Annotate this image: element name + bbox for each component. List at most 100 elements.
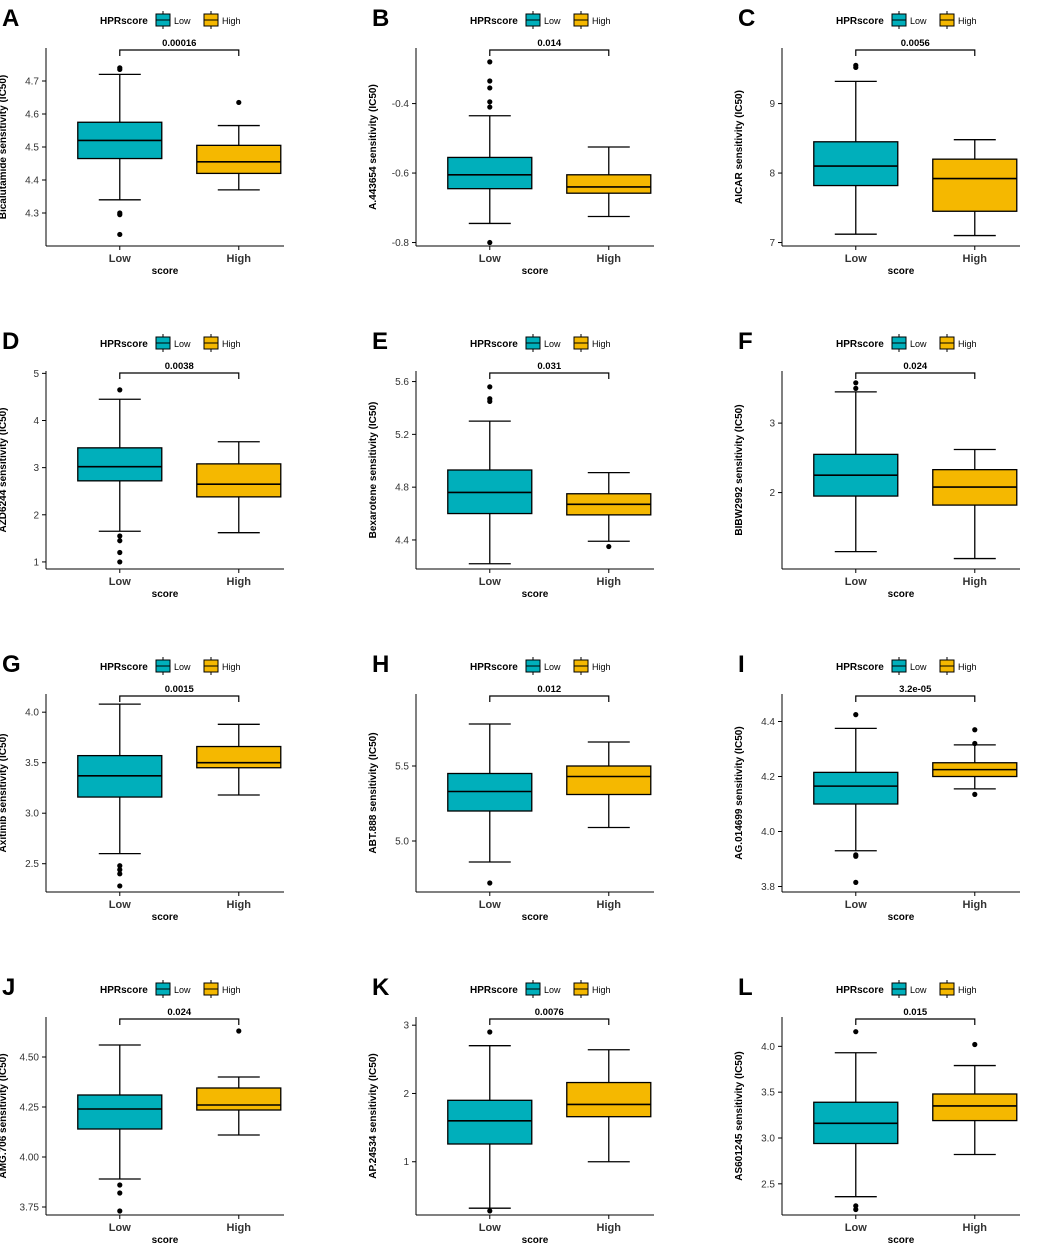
box-high <box>932 1041 1018 1156</box>
legend-title: HPRscore <box>100 339 148 350</box>
legend-label-high: High <box>592 985 611 995</box>
y-tick-label: 5.0 <box>395 837 409 848</box>
outlier-point <box>487 85 493 91</box>
x-tick-label-low: Low <box>845 1222 867 1234</box>
legend-label-low: Low <box>174 339 191 349</box>
y-tick-label: 2.5 <box>761 1179 775 1190</box>
outlier-point <box>117 66 123 73</box>
y-tick-label: 3.5 <box>761 1088 775 1099</box>
y-tick-label: 9 <box>769 99 775 110</box>
legend-label-high: High <box>592 16 611 26</box>
outlier-point <box>853 1203 859 1209</box>
outlier-point <box>117 871 123 877</box>
iqr-box <box>566 174 652 194</box>
box-high <box>566 146 652 218</box>
significance-bracket <box>855 372 976 379</box>
box-low <box>447 59 533 246</box>
x-axis-label: score <box>522 266 549 277</box>
outlier-point <box>853 879 859 885</box>
legend-label-low: Low <box>910 339 927 349</box>
y-tick-label: 2 <box>769 488 775 499</box>
legend: HPRscore Low High <box>100 11 241 29</box>
iqr-box <box>813 141 899 187</box>
panel-a: A HPRscore Low High 4.3 4.4 4.5 4.6 4.7 Bicalutam… <box>0 5 284 277</box>
box-high <box>932 139 1018 237</box>
legend-label-high: High <box>222 16 241 26</box>
x-tick-label-high: High <box>597 576 622 588</box>
x-tick-label-low: Low <box>109 253 131 265</box>
panel-label: J <box>2 974 15 1001</box>
box-low <box>447 384 533 565</box>
x-axis-label: score <box>522 912 549 923</box>
panel-label: H <box>372 651 389 678</box>
panel-label: C <box>738 5 755 32</box>
y-tick-label: 3 <box>403 1021 409 1032</box>
y-axis-label: AG.014699 sensitivity (IC50) <box>734 726 745 859</box>
x-tick-label-high: High <box>963 576 988 588</box>
legend-title: HPRscore <box>836 339 884 350</box>
p-value-label: 0.0076 <box>535 1007 564 1018</box>
iqr-box <box>196 463 282 498</box>
p-value-label: 0.0038 <box>165 361 194 372</box>
outlier-point <box>487 239 493 246</box>
x-axis-label: score <box>888 1235 915 1244</box>
legend-label-high: High <box>958 985 977 995</box>
significance-bracket <box>855 1018 976 1025</box>
box-low <box>77 65 163 238</box>
x-tick-label-low: Low <box>109 576 131 588</box>
y-tick-label: 2 <box>33 510 39 521</box>
outlier-point <box>487 398 493 404</box>
iqr-box <box>932 1093 1018 1122</box>
legend-label-low: Low <box>174 985 191 995</box>
y-axis-label: AMG.706 sensitivity (IC50) <box>0 1053 9 1178</box>
x-tick-label-low: Low <box>109 899 131 911</box>
y-tick-label: -0.6 <box>392 169 410 180</box>
legend-label-low: Low <box>910 985 927 995</box>
legend-label-low: Low <box>174 16 191 26</box>
y-tick-label: 8 <box>769 169 775 180</box>
significance-bracket <box>855 49 976 56</box>
box-high <box>932 727 1018 797</box>
legend-title: HPRscore <box>100 662 148 673</box>
y-axis-label: Bicalutamide sensitivity (IC50) <box>0 75 9 220</box>
p-value-label: 0.0056 <box>901 38 930 49</box>
y-axis-label: A.443654 sensitivity (IC50) <box>368 84 379 210</box>
legend-title: HPRscore <box>470 662 518 673</box>
x-tick-label-low: Low <box>479 899 501 911</box>
panel-e: E HPRscore Low High 4.4 4.8 5.2 5.6 Bexarotene s… <box>368 328 654 600</box>
outlier-point <box>853 853 859 859</box>
y-tick-label: 4 <box>33 416 39 427</box>
panel-f: F HPRscore Low High 2 3 BIBW2992 sensitivity (… <box>734 328 1020 600</box>
panel-i: I HPRscore Low High 3.8 4.0 4.2 4.4 AG.014699 se… <box>734 651 1020 923</box>
outlier-point <box>972 791 978 797</box>
y-tick-label: 3.75 <box>20 1203 40 1214</box>
box-low <box>77 387 163 565</box>
significance-bracket <box>489 695 610 702</box>
legend-title: HPRscore <box>470 339 518 350</box>
outlier-point <box>972 1041 978 1048</box>
y-axis-label: AICAR sensitivity (IC50) <box>734 90 745 204</box>
panel-label: K <box>372 974 390 1001</box>
legend: HPRscore Low High <box>836 980 977 998</box>
y-tick-label: 4.0 <box>761 827 775 838</box>
x-tick-label-low: Low <box>479 253 501 265</box>
y-tick-label: 2.5 <box>25 859 39 870</box>
x-tick-label-high: High <box>227 576 252 588</box>
x-tick-label-low: Low <box>109 1222 131 1234</box>
y-tick-label: 3 <box>769 419 775 430</box>
panel-l: L HPRscore Low High 2.5 3.0 3.5 4.0 AS601245 sen… <box>734 974 1020 1244</box>
x-tick-label-high: High <box>963 899 988 911</box>
x-tick-label-low: Low <box>479 1222 501 1234</box>
panel-b: B HPRscore Low High -0.8 -0.6 -0.4 A.443654 sen… <box>368 5 654 277</box>
x-tick-label-low: Low <box>479 576 501 588</box>
p-value-label: 0.024 <box>903 361 927 372</box>
panel-g: G HPRscore Low High 2.5 3.0 3.5 4.0 Axitinib sen… <box>0 651 284 923</box>
panel-label: F <box>738 328 753 355</box>
outlier-point <box>487 384 493 390</box>
y-tick-label: 4.00 <box>20 1153 40 1164</box>
iqr-box <box>196 745 282 769</box>
box-low <box>813 1029 899 1213</box>
outlier-point <box>487 880 493 886</box>
panel-label: B <box>372 5 389 32</box>
iqr-box <box>566 765 652 796</box>
